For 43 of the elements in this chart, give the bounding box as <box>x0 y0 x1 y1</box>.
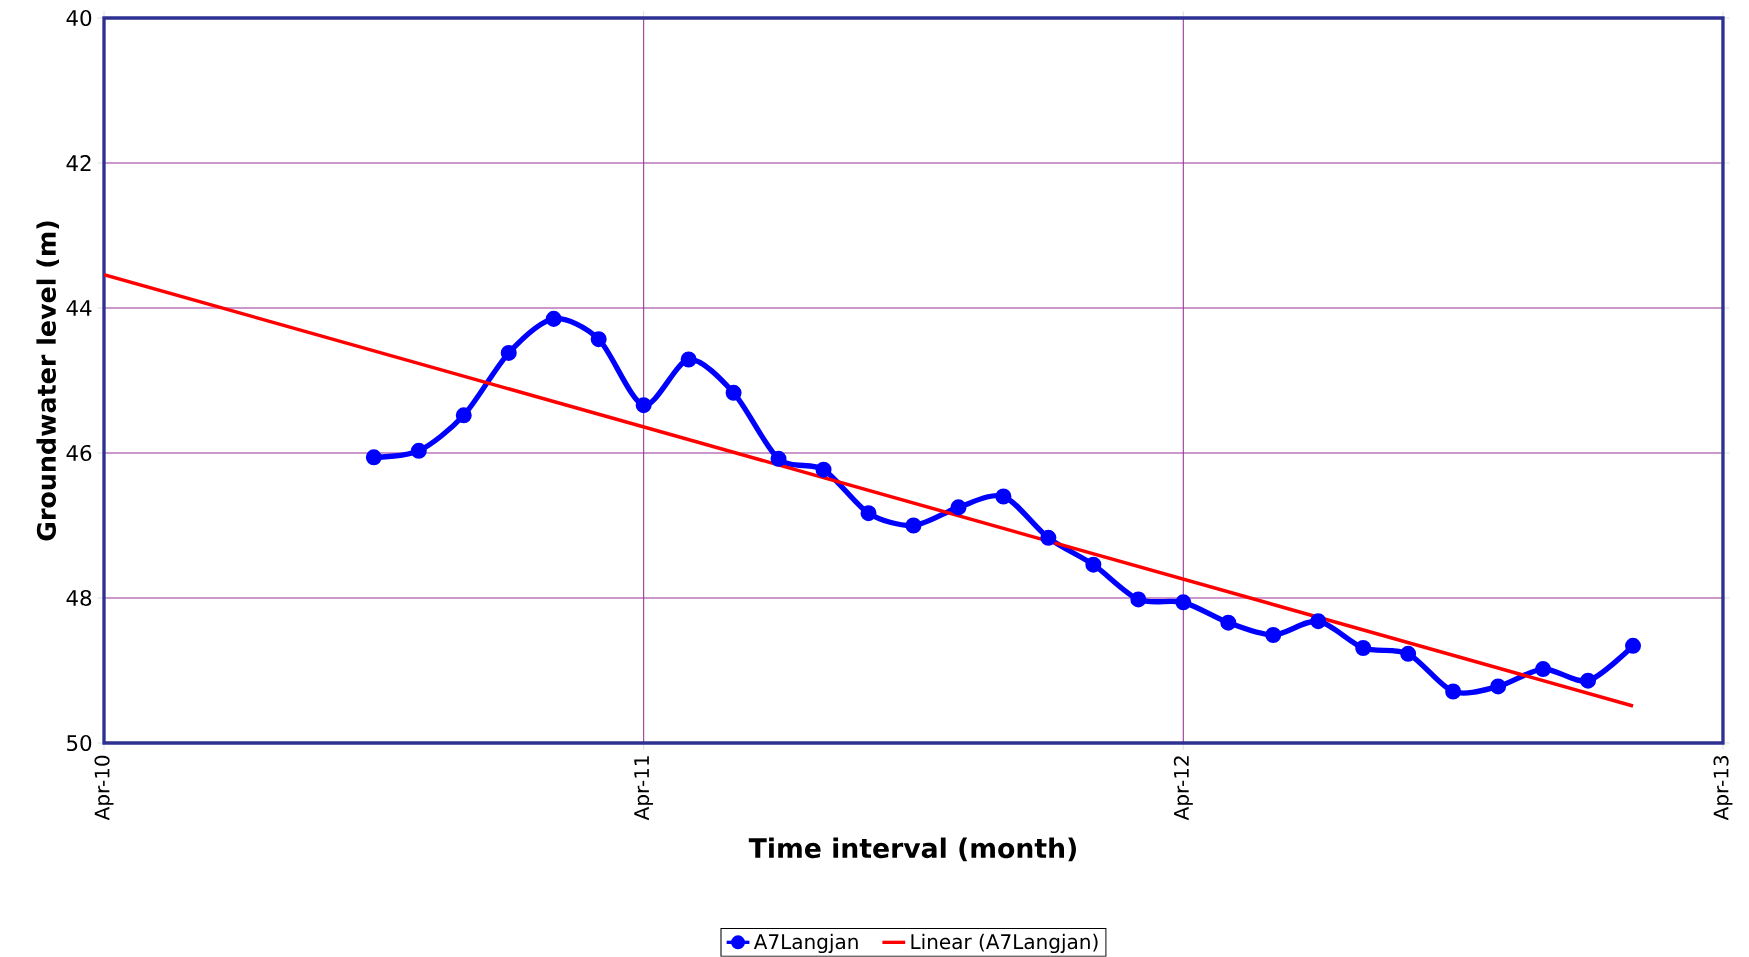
x-tick-label: Apr-11 <box>634 756 654 821</box>
point <box>1490 678 1507 695</box>
point <box>815 461 832 478</box>
x-tick-label: Apr-12 <box>1173 756 1193 821</box>
y-tick-label: 44 <box>66 300 92 316</box>
point <box>365 449 382 466</box>
point <box>590 331 607 348</box>
point <box>950 499 967 516</box>
point <box>1400 645 1417 662</box>
y-axis-title: Groundwater level (m) <box>36 221 59 541</box>
point <box>905 517 922 534</box>
point <box>725 384 742 401</box>
point <box>1580 672 1597 689</box>
point <box>455 407 472 424</box>
point <box>680 351 697 368</box>
point <box>1535 661 1552 678</box>
point <box>1175 594 1192 611</box>
y-tick-label: 46 <box>66 445 92 462</box>
point <box>1625 637 1642 654</box>
point <box>545 310 562 327</box>
y-tick-label: 48 <box>66 590 92 607</box>
point <box>1040 529 1057 546</box>
point <box>1445 683 1462 700</box>
point <box>860 505 877 522</box>
point <box>1355 640 1372 657</box>
x-axis-title: Time interval (month) <box>748 837 1076 862</box>
y-tick-label: 40 <box>66 10 92 27</box>
legend-label: Linear (A7Langjan) <box>911 933 1098 954</box>
point <box>500 345 517 362</box>
point <box>1310 613 1327 630</box>
point <box>1265 627 1282 644</box>
point <box>1220 614 1237 631</box>
point <box>410 442 427 459</box>
legend-label: A7Langjan <box>753 933 858 954</box>
point <box>635 397 652 414</box>
x-tick-label: Apr-13 <box>1713 756 1733 821</box>
point <box>1085 556 1102 573</box>
y-tick-label: 42 <box>66 155 91 172</box>
point <box>1130 591 1147 608</box>
x-tick-label: Apr-10 <box>94 755 114 821</box>
point <box>995 488 1012 505</box>
y-tick-label: 50 <box>67 735 92 752</box>
point <box>770 450 787 467</box>
